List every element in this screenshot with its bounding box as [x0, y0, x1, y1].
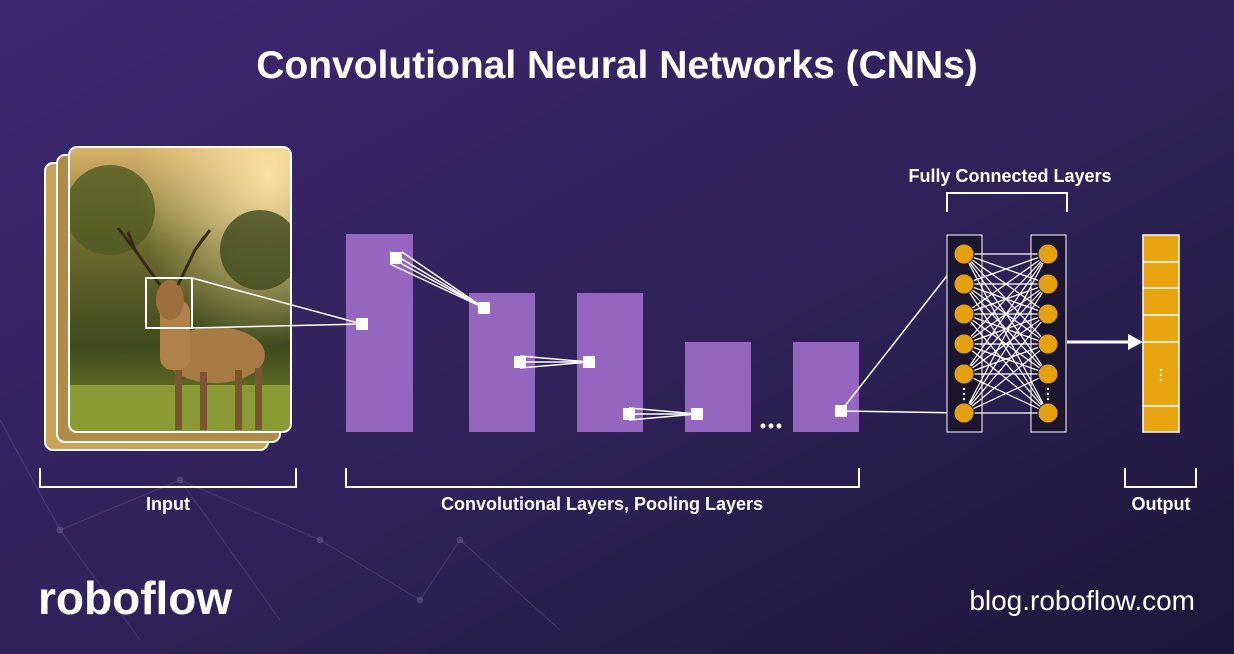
title: Convolutional Neural Networks (CNNs) [256, 44, 978, 87]
fc-layer-2 [1030, 234, 1067, 433]
blog-url: blog.roboflow.com [969, 585, 1195, 616]
neuron [1037, 363, 1059, 385]
neuron-ellipsis [1046, 397, 1050, 401]
fc-edge [963, 343, 1049, 414]
neuron-ellipsis [1046, 387, 1050, 391]
neuron-ellipsis [962, 392, 966, 396]
neuron [953, 402, 975, 424]
fc-edge [963, 253, 1049, 345]
neuron-ellipsis [962, 397, 966, 401]
brand-logo: roboflow [38, 572, 232, 624]
neuron [953, 363, 975, 385]
neuron [1037, 402, 1059, 424]
neuron [1037, 243, 1059, 265]
neuron-ellipsis [1046, 392, 1050, 396]
input-label: Input [146, 494, 190, 514]
fc-label: Fully Connected Layers [908, 166, 1111, 186]
output-vector [1142, 234, 1180, 433]
conv-label: Convolutional Layers, Pooling Layers [441, 494, 763, 514]
decor-network [0, 419, 561, 641]
input-bracket [39, 468, 297, 488]
fc-edge [963, 253, 1049, 315]
fc-edge [963, 253, 1049, 414]
neuron [1037, 273, 1059, 295]
fc-edge [963, 313, 1049, 414]
neuron [953, 303, 975, 325]
fc-edge [963, 343, 1049, 375]
neuron [1037, 333, 1059, 355]
arrow-head [1128, 334, 1143, 350]
conv-layers [346, 234, 859, 432]
output-bracket [1124, 468, 1197, 488]
fc-edge [963, 283, 1049, 375]
fc-edge [963, 253, 1049, 375]
neuron [953, 243, 975, 265]
neuron [1037, 303, 1059, 325]
conv-bracket [345, 468, 860, 488]
fc-edge [963, 253, 1049, 285]
feature-squares [356, 252, 847, 420]
neuron [953, 273, 975, 295]
neuron-ellipsis [962, 387, 966, 391]
receptive-field-lines [191, 251, 965, 421]
fc-edge [963, 283, 1049, 414]
input-image-stack [44, 146, 292, 451]
fc-connections [953, 243, 1059, 424]
output-label: Output [1132, 494, 1191, 514]
neuron [953, 333, 975, 355]
fc-bracket [946, 192, 1068, 212]
fc-edge [963, 373, 1049, 414]
ellipsis [760, 423, 782, 429]
fc-edge [963, 313, 1049, 375]
